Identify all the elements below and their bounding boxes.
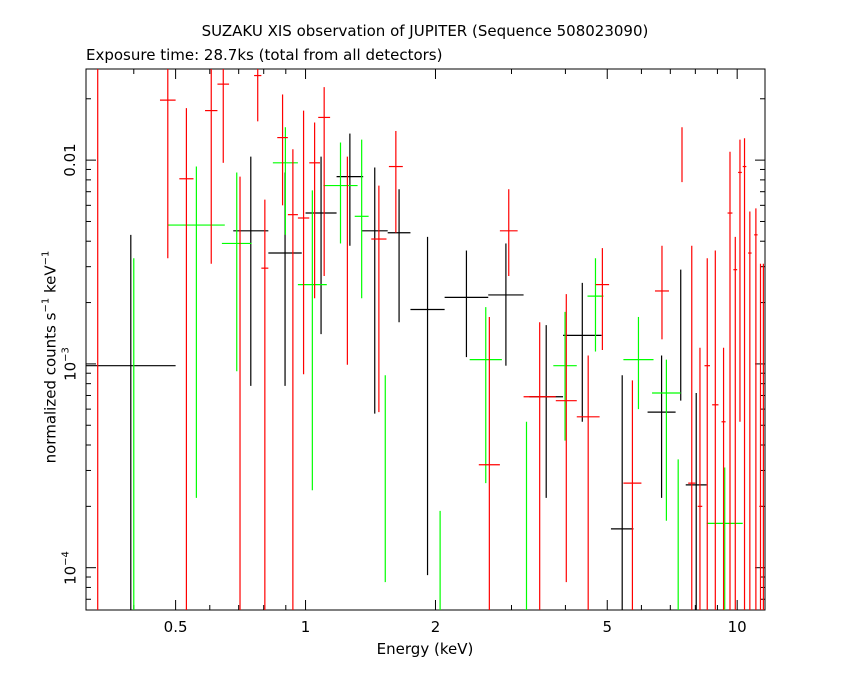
chart-title: SUZAKU XIS observation of JUPITER (Seque…	[201, 22, 649, 40]
x-axis-label: Energy (keV)	[376, 640, 474, 658]
x-tick-label: 2	[430, 618, 441, 636]
y-tick-label: 10−4	[60, 550, 80, 585]
chart-subtitle: Exposure time: 28.7ks (total from all de…	[86, 46, 443, 64]
x-tick-label: 0.5	[163, 618, 188, 636]
plot-frame	[85, 68, 766, 611]
y-axis-label: normalized counts s−1 keV−1	[40, 250, 60, 464]
y-tick-label: 0.01	[61, 143, 79, 177]
x-tick-label: 10	[727, 618, 747, 636]
x-tick-label: 1	[300, 618, 311, 636]
x-tick-label: 5	[602, 618, 613, 636]
y-tick-label: 10−3	[60, 346, 80, 381]
